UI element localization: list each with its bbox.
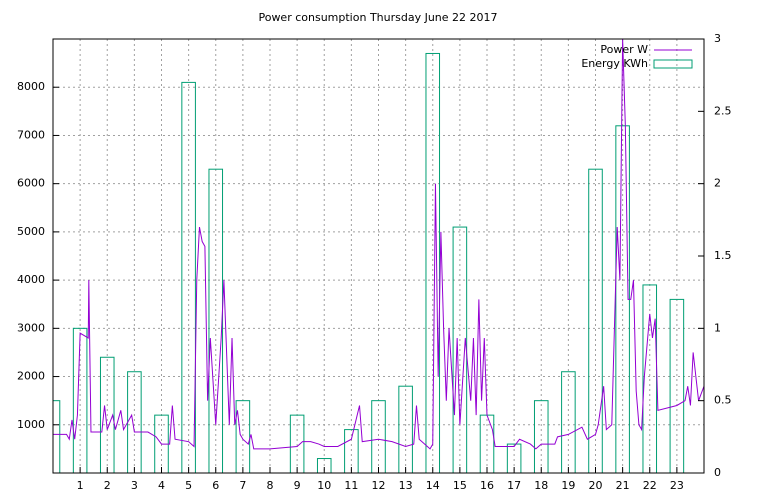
x-tick-label: 8 [267,479,274,492]
grid [53,39,704,473]
lines [53,39,704,450]
x-tick-label: 10 [317,479,331,492]
x-tick-label: 6 [212,479,219,492]
y-tick-label: 3000 [17,321,45,334]
y-tick-label: 2000 [17,370,45,383]
x-tick-label: 4 [158,479,165,492]
bar [371,400,386,473]
y-tick-label: 4000 [17,273,45,286]
bar [235,400,251,473]
axes: 1000 2000 3000 4000 5000 6000 7000 8000 0 0.5 1 1.5… [17,32,732,492]
x-tick-label: 19 [561,479,575,492]
bar [398,385,413,473]
x-tick-label: 11 [344,479,358,492]
x-tick-label: 17 [507,479,521,492]
bar [181,81,196,473]
legend-label: Energy KWh [581,57,648,70]
bar [344,429,359,473]
y-tick-label: 8000 [17,80,45,93]
bar [533,400,549,473]
x-tick-label: 23 [670,479,684,492]
x-tick-label: 14 [426,479,440,492]
x-tick-label: 9 [294,479,301,492]
y-tick-label: 7000 [17,128,45,141]
x-tick-label: 5 [185,479,192,492]
y-tick-label: 6000 [17,177,45,190]
y-tick-label: 5000 [17,225,45,238]
x-tick-label: 20 [589,479,603,492]
y2-tick-label: 1.5 [714,249,732,262]
x-tick-label: 15 [453,479,467,492]
x-tick-label: 16 [480,479,494,492]
y2-tick-label: 0.5 [714,394,732,407]
x-tick-label: 7 [239,479,246,492]
y2-tick-label: 2 [714,177,721,190]
x-tick-label: 12 [372,479,386,492]
bar [669,298,685,473]
legend-swatch [653,59,693,69]
x-tick-label: 13 [399,479,413,492]
bar [72,327,88,473]
x-tick-label: 22 [643,479,657,492]
bars [53,52,685,473]
bar [506,443,522,473]
power-line [53,39,704,450]
y2-tick-label: 3 [714,32,721,45]
bar [53,400,61,473]
x-tick-label: 21 [616,479,630,492]
y-tick-label: 1000 [17,418,45,431]
y2-tick-label: 1 [714,321,721,334]
chart-title: Power consumption Thursday June 22 2017 [258,11,497,24]
bar [127,371,142,473]
x-tick-label: 2 [104,479,111,492]
bar [561,371,576,473]
y2-tick-label: 0 [714,466,721,479]
x-tick-label: 3 [131,479,138,492]
x-tick-label: 1 [77,479,84,492]
y2-tick-label: 2.5 [714,104,732,117]
legend-label: Power W [600,43,648,56]
x-tick-label: 18 [534,479,548,492]
